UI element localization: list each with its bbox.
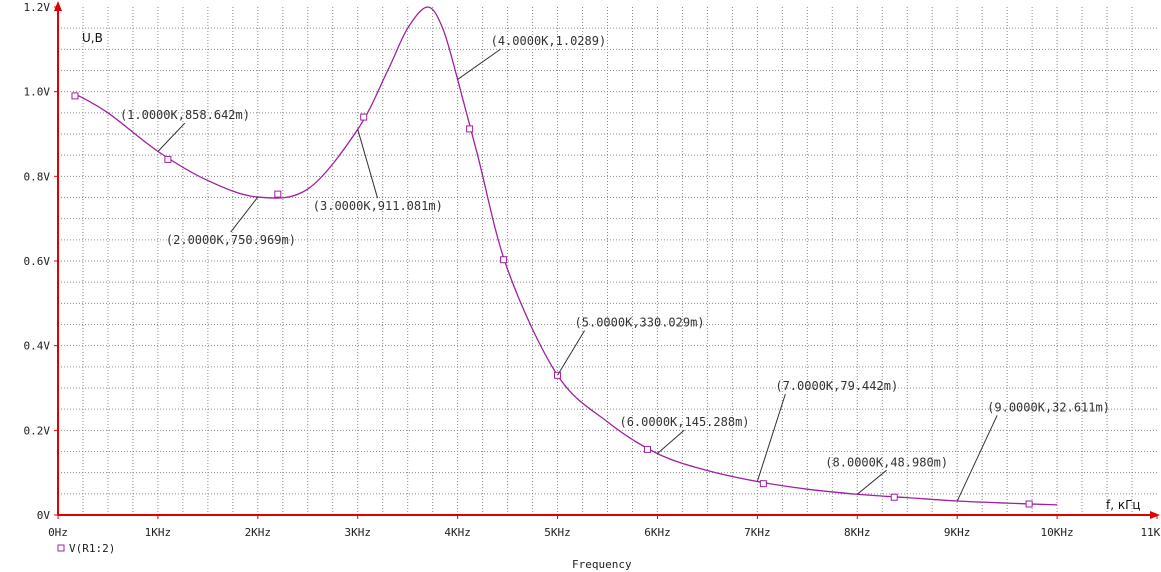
point-annotation: (1.0000K,858.642m) <box>120 108 250 122</box>
series-layer <box>71 6 1058 508</box>
x-tick-label: 0Hz <box>48 526 68 539</box>
annotation-leader-line <box>457 48 501 80</box>
data-point-marker <box>466 125 474 133</box>
y-tick-label: 0.8V <box>24 170 51 183</box>
data-point-marker <box>274 190 282 198</box>
annotation-leader-line <box>756 393 786 482</box>
legend-entry: V(R1:2) <box>69 542 115 555</box>
y-tick-label: 0.4V <box>24 340 51 353</box>
point-annotation: (2.0000K,750.969m) <box>166 233 296 247</box>
point-annotation: (9.0000K,32.611m) <box>987 400 1110 414</box>
point-annotation: (8.0000K,48.980m) <box>825 455 948 469</box>
y-tick-label: 0.6V <box>24 255 51 268</box>
x-tick-label: 8KHz <box>844 526 871 539</box>
annotation-leader-line <box>357 129 379 199</box>
y-tick-label: 0V <box>37 509 51 522</box>
x-tick-label: 1KHz <box>145 526 172 539</box>
data-point-marker <box>164 155 172 163</box>
y-axis-label: U,В <box>82 31 103 45</box>
axes <box>54 1 1160 519</box>
data-point-marker <box>1025 500 1033 508</box>
x-tick-label: 6KHz <box>644 526 671 539</box>
point-annotation: (5.0000K,330.029m) <box>575 316 705 330</box>
x-tick-label: 4KHz <box>444 526 471 539</box>
x-tick-label: 7KHz <box>744 526 771 539</box>
data-point-marker <box>759 480 767 488</box>
x-tick-label: 10KHz <box>1041 526 1074 539</box>
x-axis-label: f, кГц <box>1106 498 1141 512</box>
data-point-marker <box>500 256 508 264</box>
annotation-leader-line <box>230 196 259 233</box>
point-annotation: (4.0000K,1.0289) <box>491 34 607 48</box>
legend: V(R1:2) <box>57 542 115 555</box>
point-annotation: (6.0000K,145.288m) <box>619 415 749 429</box>
y-axis-arrow-icon <box>54 1 62 11</box>
y-tick-label: 1.2V <box>24 1 51 14</box>
annotation-leader-line <box>557 330 585 376</box>
data-point-marker <box>360 113 368 121</box>
x-tick-label: 3KHz <box>344 526 371 539</box>
annotation-leader-line <box>157 122 186 152</box>
point-annotation: (3.0000K,911.081m) <box>313 199 443 213</box>
annotations: (1.0000K,858.642m) (2.0000K,750.969m) (3.0… <box>120 34 1110 502</box>
y-tick-label: 0.2V <box>24 424 51 437</box>
data-point-marker <box>890 493 898 501</box>
series-line <box>74 6 1058 506</box>
data-point-marker <box>71 92 79 100</box>
x-axis-arrow-icon <box>1150 511 1160 519</box>
x-tick-label: 2KHz <box>245 526 272 539</box>
data-point-marker <box>643 445 651 453</box>
y-tick-label: 1.0V <box>24 86 51 99</box>
annotation-leader-line <box>856 469 887 495</box>
annotation-leader-line <box>657 429 685 454</box>
x-tick-label: 9KHz <box>944 526 971 539</box>
grid <box>58 7 1157 515</box>
tick-labels: 0Hz 1KHz 2KHz 3KHz 4KHz 5KHz 6KHz 7KHz 8KHz 9KHz 1… <box>24 1 1161 539</box>
point-annotation: (7.0000K,79.442m) <box>775 379 898 393</box>
legend-marker-icon <box>57 544 65 552</box>
annotation-leader-line <box>956 415 998 502</box>
x-tick-label: 11KHz <box>1140 526 1161 539</box>
x-axis-caption: Frequency <box>572 558 632 571</box>
x-tick-label: 5KHz <box>544 526 571 539</box>
